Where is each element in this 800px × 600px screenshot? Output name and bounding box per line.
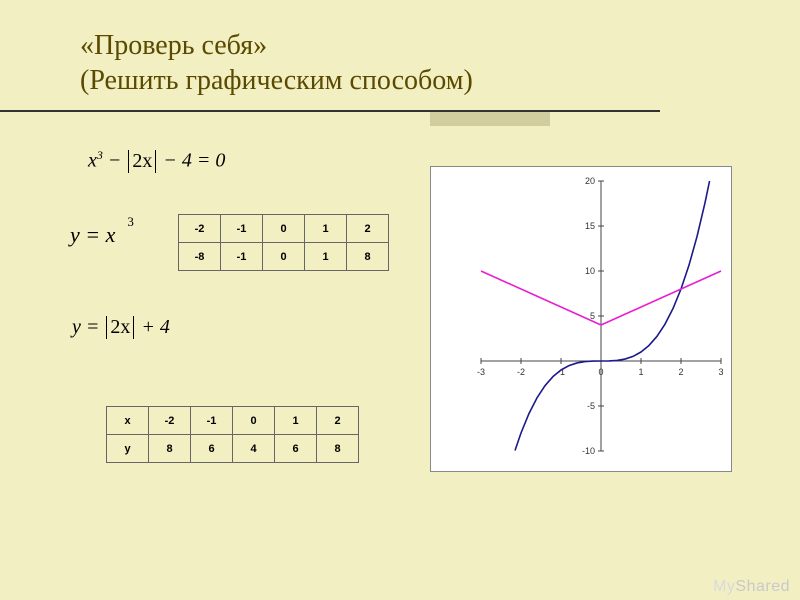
table-cell: -1 — [191, 407, 233, 435]
chart-svg: -3-2-10123-10-55101520 — [431, 167, 733, 473]
table-cell: -8 — [179, 243, 221, 271]
watermark-shared: Shared — [735, 578, 790, 595]
table-row: -2-1012 — [179, 215, 389, 243]
eq2-x: x — [106, 222, 116, 247]
svg-text:15: 15 — [585, 221, 595, 231]
eq3-post: + 4 — [136, 316, 170, 338]
svg-text:1: 1 — [638, 367, 643, 377]
table-cell: 0 — [263, 215, 305, 243]
table-cell: -2 — [149, 407, 191, 435]
svg-text:0: 0 — [598, 367, 603, 377]
svg-text:-2: -2 — [517, 367, 525, 377]
svg-text:5: 5 — [590, 311, 595, 321]
svg-text:-5: -5 — [587, 401, 595, 411]
table-cell: 2 — [317, 407, 359, 435]
table-cell: 4 — [233, 435, 275, 463]
table-cell: 8 — [149, 435, 191, 463]
table-cell: 2 — [347, 215, 389, 243]
equation-cubic: y = x3 — [70, 222, 122, 248]
table-cell: 0 — [263, 243, 305, 271]
table-row: -8-1018 — [179, 243, 389, 271]
eq1-post: − 4 = 0 — [158, 150, 225, 172]
title-line-2: (Решить графическим способом) — [80, 65, 473, 96]
table-cubic-values: -2-1012-8-1018 — [178, 214, 389, 271]
eq2-eq: = — [80, 222, 106, 247]
eq1-abs-inner: 2x — [132, 150, 152, 172]
table-cell: -2 — [179, 215, 221, 243]
table-cell: 6 — [275, 435, 317, 463]
table-cell: y — [107, 435, 149, 463]
table-cell: 1 — [305, 243, 347, 271]
table-cell: 8 — [317, 435, 359, 463]
table-cell: -1 — [221, 243, 263, 271]
eq1-mid: − — [103, 150, 127, 172]
table-row: y86468 — [107, 435, 359, 463]
eq3-abs-inner: 2x — [110, 316, 130, 338]
watermark: MyShared — [713, 578, 790, 596]
eq2-y: y — [70, 222, 80, 247]
eq3-y: y = — [72, 316, 104, 338]
table-cell: -1 — [221, 215, 263, 243]
slide-title: «Проверь себя» (Решить графическим спосо… — [80, 28, 473, 98]
table-row: x-2-1012 — [107, 407, 359, 435]
eq1-abs: 2x — [128, 150, 156, 173]
svg-text:20: 20 — [585, 176, 595, 186]
table-cell: 1 — [275, 407, 317, 435]
table-cell: 6 — [191, 435, 233, 463]
chart: -3-2-10123-10-55101520 — [430, 166, 732, 472]
title-rule-accent — [430, 112, 550, 126]
svg-text:-3: -3 — [477, 367, 485, 377]
eq3-abs: 2x — [106, 316, 134, 339]
table-abs-values: x-2-1012y86468 — [106, 406, 359, 463]
title-line-1: «Проверь себя» — [80, 30, 267, 61]
watermark-my: My — [713, 578, 735, 595]
svg-text:10: 10 — [585, 266, 595, 276]
svg-text:3: 3 — [718, 367, 723, 377]
table-cell: x — [107, 407, 149, 435]
title-rule — [0, 110, 660, 112]
table-cell: 1 — [305, 215, 347, 243]
svg-text:2: 2 — [678, 367, 683, 377]
slide: «Проверь себя» (Решить графическим спосо… — [0, 0, 800, 600]
table-cell: 0 — [233, 407, 275, 435]
eq1-x: x — [88, 150, 97, 172]
svg-text:-10: -10 — [582, 446, 595, 456]
table-cell: 8 — [347, 243, 389, 271]
equation-main: x3 − 2x − 4 = 0 — [88, 148, 225, 173]
equation-abs: y = 2x + 4 — [72, 316, 170, 339]
eq2-sup: 3 — [127, 214, 134, 229]
